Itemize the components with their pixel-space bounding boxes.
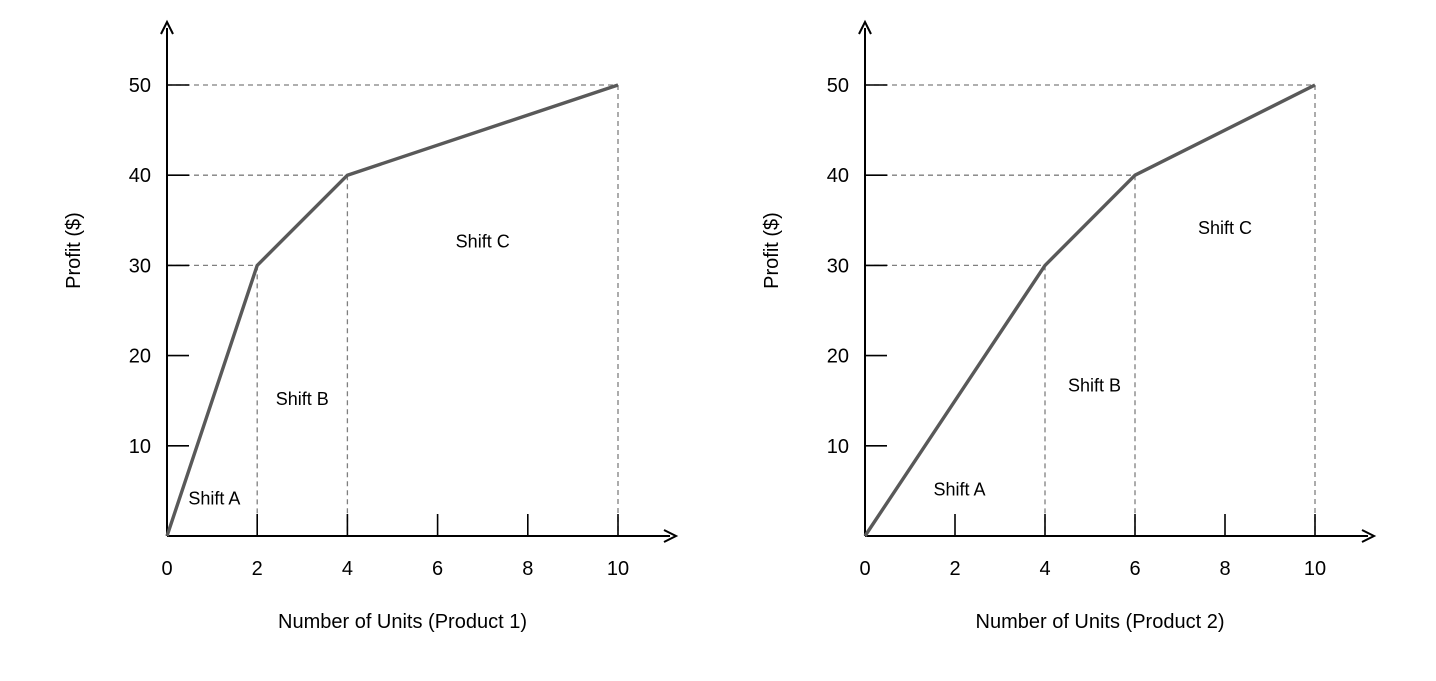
y-axis-title: Profit ($) [761, 212, 783, 289]
x-tick-label: 8 [1219, 558, 1230, 580]
profit-curve [167, 85, 618, 536]
x-tick-label: 2 [252, 558, 263, 580]
profit-curve [865, 85, 1315, 536]
x-tick-label: 4 [1039, 558, 1050, 580]
region-label-shift-c: Shift C [1198, 218, 1252, 238]
y-tick-label: 50 [827, 75, 849, 97]
y-tick-label: 40 [827, 165, 849, 187]
y-tick-label: 30 [827, 255, 849, 277]
region-label-shift-c: Shift C [456, 231, 510, 251]
y-tick-label: 40 [129, 165, 151, 187]
region-label-shift-b: Shift B [276, 389, 329, 409]
x-tick-label: 2 [949, 558, 960, 580]
y-tick-label: 30 [129, 255, 151, 277]
x-tick-label: 8 [522, 558, 533, 580]
x-tick-label: 10 [607, 558, 629, 580]
x-tick-label: 0 [161, 558, 172, 580]
x-tick-label: 6 [432, 558, 443, 580]
region-label-shift-a: Shift A [188, 488, 240, 508]
y-tick-label: 20 [827, 346, 849, 368]
chart-panel-1: 0 2 4 6 8 10 10 20 30 40 50 Shift A Shift B Shift C Nu… [63, 22, 676, 633]
x-tick-label: 10 [1304, 558, 1326, 580]
x-tick-label: 6 [1129, 558, 1140, 580]
y-axis-title: Profit ($) [63, 212, 85, 289]
chart-panel-2: 0 2 4 6 8 10 10 20 30 40 50 Shift A Shift B Shift C Nu… [761, 22, 1374, 633]
region-label-shift-b: Shift B [1068, 376, 1121, 396]
y-tick-label: 20 [129, 346, 151, 368]
x-tick-label: 0 [859, 558, 870, 580]
region-label-shift-a: Shift A [933, 479, 985, 499]
x-axis-title: Number of Units (Product 1) [278, 611, 527, 633]
y-tick-label: 10 [129, 436, 151, 458]
y-tick-label: 50 [129, 75, 151, 97]
x-tick-label: 4 [342, 558, 353, 580]
y-tick-label: 10 [827, 436, 849, 458]
x-axis-title: Number of Units (Product 2) [976, 611, 1225, 633]
